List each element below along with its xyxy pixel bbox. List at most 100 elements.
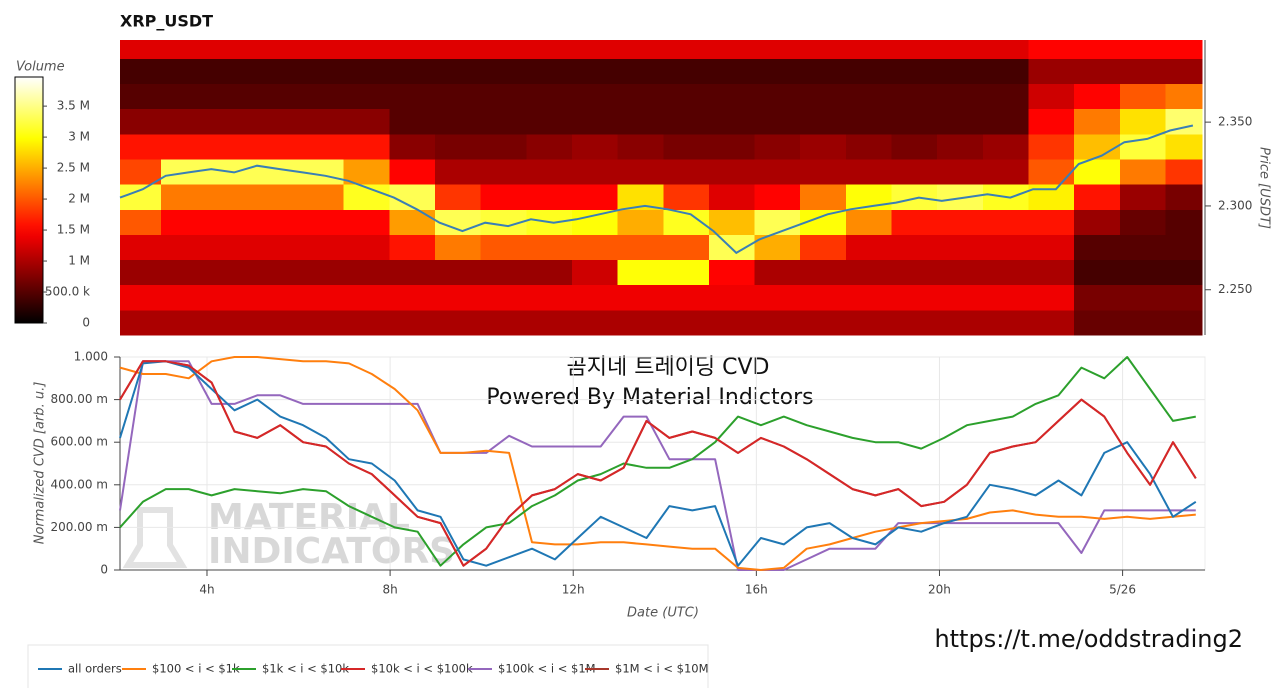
heatmap-cell: [617, 284, 664, 311]
heatmap-cell: [435, 234, 482, 261]
heatmap-cell: [845, 184, 893, 210]
y-tick-label: 200.00 m: [51, 520, 109, 534]
heatmap-cell: [708, 40, 756, 59]
chart-title: XRP_USDT: [120, 12, 213, 31]
heatmap-cell: [1074, 309, 1121, 336]
x-tick-label: 4h: [199, 583, 214, 597]
heatmap-cell: [1119, 159, 1166, 185]
heatmap-cell: [1165, 58, 1203, 85]
heatmap-cell: [206, 234, 253, 261]
heatmap-cell: [120, 184, 162, 210]
heatmap-cell: [1028, 58, 1075, 85]
heatmap-cell: [845, 58, 893, 85]
heatmap-cell: [120, 83, 162, 110]
x-tick-label: 5/26: [1109, 583, 1136, 597]
heatmap-cell: [937, 234, 984, 261]
heatmap-cell: [161, 58, 208, 85]
heatmap-cell: [1165, 284, 1203, 311]
price-line: [119, 124, 1194, 255]
heatmap-cell: [206, 209, 253, 235]
heatmap-cell: [389, 209, 436, 235]
heatmap-cell: [480, 159, 527, 185]
heatmap-cell: [708, 58, 756, 85]
x-tick-label: 12h: [562, 583, 585, 597]
heatmap-cell: [571, 108, 619, 135]
heatmap-cell: [800, 40, 847, 59]
heatmap-cell: [845, 83, 893, 110]
heatmap-cell: [754, 133, 801, 160]
heatmap-cell: [161, 209, 208, 235]
colorbar-tick-label: 3.5 M: [57, 99, 90, 113]
heatmap-cell: [120, 159, 162, 185]
y2-tick-label: 2.350: [1218, 115, 1252, 129]
heatmap-cell: [1119, 83, 1166, 110]
heatmap-cell: [389, 83, 436, 110]
heatmap-cell: [571, 234, 619, 261]
heatmap-cell: [435, 58, 482, 85]
y2-axis-label: Price [USDT]: [1257, 147, 1272, 229]
heatmap-cell: [526, 259, 573, 286]
heatmap-cell: [252, 259, 299, 286]
heatmap-cell: [800, 184, 847, 210]
heatmap-cell: [891, 284, 938, 311]
heatmap-cell: [937, 58, 984, 85]
heatmap-cell: [708, 309, 756, 336]
heatmap-cell: [845, 234, 893, 261]
heatmap-cell: [1074, 58, 1121, 85]
watermark-text: INDICATORS: [208, 531, 455, 572]
y-axis-label: Normalized CVD [arb. u.]: [33, 382, 48, 545]
heatmap-cell: [1165, 259, 1203, 286]
heatmap-cell: [663, 133, 710, 160]
heatmap-cell: [800, 108, 847, 135]
heatmap-cell: [845, 108, 893, 135]
y-tick-label: 800.00 m: [51, 392, 109, 406]
heatmap-cell: [343, 259, 390, 286]
heatmap-cell: [1119, 40, 1166, 59]
link[interactable]: https://t.me/oddstrading2: [934, 625, 1243, 653]
heatmap-cell: [1165, 40, 1203, 59]
heatmap-cell: [298, 40, 345, 59]
heatmap-cell: [891, 209, 938, 235]
cvd-line: [119, 360, 1196, 571]
heatmap-cell: [389, 133, 436, 160]
heatmap-cell: [1165, 83, 1203, 110]
y-tick-label: 400.00 m: [51, 477, 109, 491]
heatmap-cell: [298, 108, 345, 135]
legend-label: $100 < i < $1k: [152, 662, 240, 676]
heatmap-cell: [708, 259, 756, 286]
heatmap-cell: [617, 209, 664, 235]
heatmap-cell: [206, 184, 253, 210]
heatmap-cell: [617, 159, 664, 185]
heatmap-cell: [571, 284, 619, 311]
heatmap-cell: [435, 40, 482, 59]
heatmap-cell: [120, 133, 162, 160]
heatmap-cell: [252, 83, 299, 110]
heatmap-cell: [389, 108, 436, 135]
heatmap-cell: [120, 234, 162, 261]
heatmap-cell: [891, 83, 938, 110]
heatmap-cell: [161, 259, 208, 286]
heatmap-cell: [480, 284, 527, 311]
heatmap-cell: [1028, 209, 1075, 235]
heatmap-cell: [617, 133, 664, 160]
heatmap-cell: [298, 209, 345, 235]
heatmap-cell: [937, 159, 984, 185]
annotation: Powered By Material Indictors: [486, 385, 813, 410]
heatmap-cell: [845, 40, 893, 59]
heatmap-cell: [845, 209, 893, 235]
heatmap-cell: [754, 40, 801, 59]
heatmap-cell: [435, 284, 482, 311]
heatmap-cell: [982, 309, 1030, 336]
heatmap-cell: [389, 284, 436, 311]
heatmap-cell: [571, 58, 619, 85]
heatmap-cell: [754, 284, 801, 311]
y2-tick-label: 2.300: [1218, 198, 1252, 212]
heatmap-cell: [982, 209, 1030, 235]
heatmap-cell: [206, 133, 253, 160]
heatmap-cell: [480, 309, 527, 336]
heatmap-cell: [298, 58, 345, 85]
heatmap-cell: [982, 108, 1030, 135]
legend-label: $100k < i < $1M: [498, 662, 596, 676]
heatmap-cell: [480, 108, 527, 135]
heatmap-cell: [571, 309, 619, 336]
